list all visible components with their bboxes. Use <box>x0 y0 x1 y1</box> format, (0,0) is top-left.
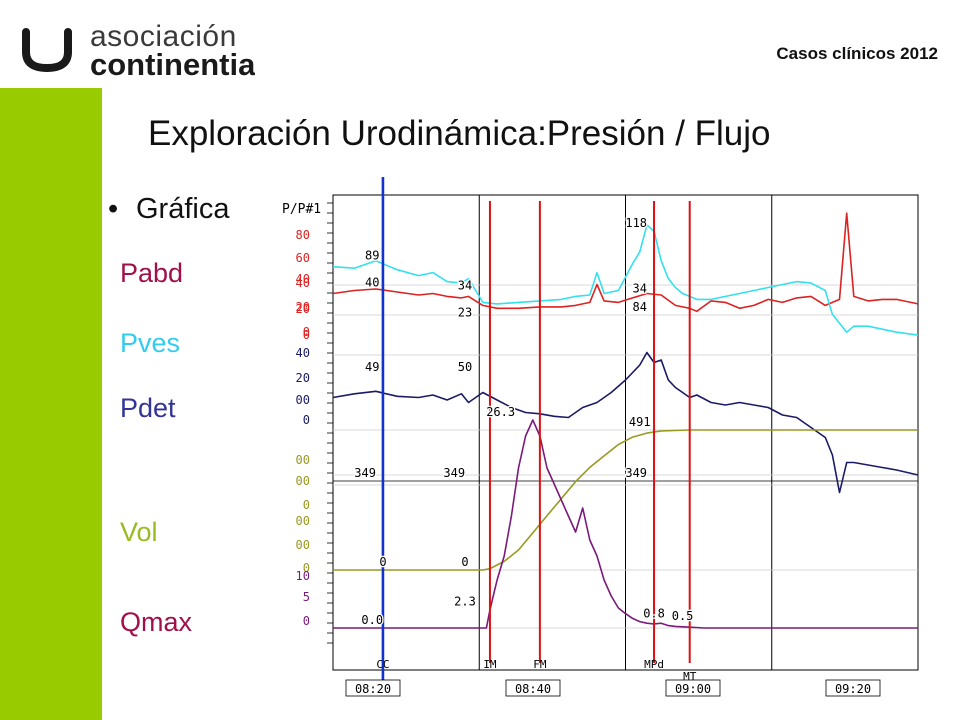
data-label: 26.3 <box>486 405 515 419</box>
chart-top-label: P/P#1 <box>282 202 321 217</box>
axis-tick-label: 0 <box>303 614 310 628</box>
axis-tick-label: 60 <box>296 251 310 265</box>
data-label: 491 <box>629 415 651 429</box>
axis-tick-label: 0 <box>303 413 310 427</box>
data-label: 23 <box>458 305 472 319</box>
header-title: Casos clínicos 2012 <box>776 44 938 63</box>
data-label: 34 <box>458 278 472 292</box>
time-tick-box <box>345 679 401 697</box>
time-tick-label: 09:00 <box>675 682 711 696</box>
bullet-dot-icon: • <box>108 193 119 225</box>
time-tick-box <box>825 679 881 697</box>
data-label: 0 <box>379 555 386 569</box>
axis-tick-label: 00 <box>296 538 310 552</box>
axis-tick-label: 00 <box>296 514 310 528</box>
data-label: 84 <box>633 300 647 314</box>
axis-tick-label: 40 <box>296 276 310 290</box>
logo-text-bottom: continentia <box>90 48 256 76</box>
axis-tick-label: 20 <box>296 302 310 316</box>
data-label: 118 <box>625 216 647 230</box>
event-marker-label: MPd <box>644 658 664 671</box>
series-line-vol <box>333 429 918 571</box>
series-line-pdet <box>332 351 919 494</box>
side-accent-bar <box>0 88 102 720</box>
data-label: 34 <box>633 281 647 295</box>
data-label: 89 <box>365 249 379 263</box>
urodynamic-chart: 80604020040200402000000000000001050P/P#1… <box>282 177 919 697</box>
time-tick-box <box>665 679 721 697</box>
time-tick-label: 09:20 <box>835 682 871 696</box>
axis-tick-label: 0 <box>303 561 310 575</box>
event-marker-label: FM <box>533 658 547 671</box>
event-marker-label: IM <box>483 658 497 671</box>
data-label: 49 <box>365 360 379 374</box>
label-qmax: Qmax <box>120 607 193 637</box>
logo-text-top: asociación <box>90 20 237 53</box>
axis-tick-label: 0 <box>303 325 310 339</box>
data-label: 0.5 <box>672 609 694 623</box>
data-label: 2.3 <box>454 595 476 609</box>
axis-tick-label: 0 <box>303 328 310 342</box>
series-line-pves <box>332 224 919 336</box>
axis-tick-label: 00 <box>296 474 310 488</box>
bullet-text: Gráfica <box>136 193 230 225</box>
axis-tick-label: 20 <box>296 300 310 314</box>
axis-tick-label: 00 <box>296 453 310 467</box>
label-pabd: Pabd <box>120 258 184 288</box>
data-label: 349 <box>625 466 647 480</box>
data-label: 40 <box>365 276 379 290</box>
axis-tick-label: 0 <box>303 498 310 512</box>
data-label: 0.0 <box>361 613 383 627</box>
bullet-item: • Gráfica <box>108 193 229 226</box>
label-pves: Pves <box>120 328 181 358</box>
axis-tick-label: 10 <box>296 569 310 583</box>
axis-tick-label: 40 <box>296 272 310 286</box>
axis-tick-label: 5 <box>303 590 310 604</box>
axis-tick-label: 80 <box>296 228 310 242</box>
label-vol: Vol <box>120 517 158 547</box>
data-label: 50 <box>458 360 472 374</box>
time-tick-label: 08:20 <box>355 682 391 696</box>
slide-title: Exploración Urodinámica:Presión / Flujo <box>148 114 771 153</box>
data-label: 0 <box>461 555 468 569</box>
event-marker-label: CC <box>376 658 389 671</box>
data-label: 0.8 <box>643 607 665 621</box>
logo-mark-icon <box>22 28 72 72</box>
time-tick-label: 08:40 <box>515 682 551 696</box>
series-line-qmax <box>333 419 918 629</box>
axis-tick-label: 00 <box>296 393 310 407</box>
label-pdet: Pdet <box>120 393 176 423</box>
logo: asociación continentia <box>18 22 278 78</box>
time-tick-box <box>505 679 561 697</box>
data-label: 349 <box>354 466 376 480</box>
data-label: 349 <box>443 466 465 480</box>
axis-tick-label: 40 <box>296 346 310 360</box>
axis-tick-label: 20 <box>296 371 310 385</box>
